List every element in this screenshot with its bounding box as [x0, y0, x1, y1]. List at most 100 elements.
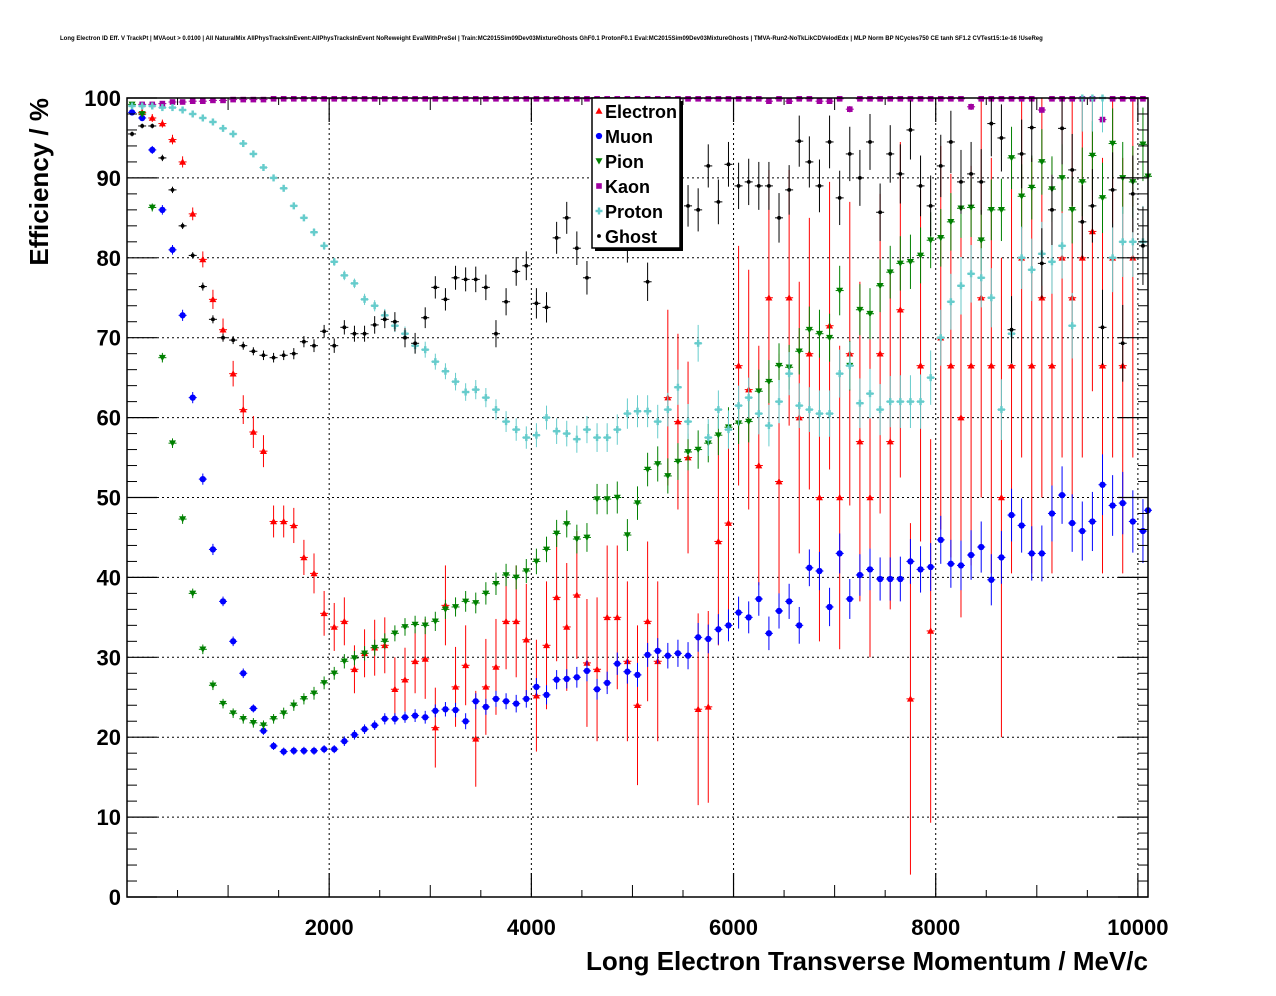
square-marker [1140, 95, 1146, 102]
triangle-up-marker [634, 701, 641, 709]
triangle-up-marker [886, 438, 894, 445]
triangle-up-marker [896, 306, 904, 313]
cross-marker [310, 228, 318, 236]
circle-marker [1018, 522, 1025, 529]
circle-marker [988, 576, 995, 583]
triangle-down-marker [583, 534, 591, 541]
triangle-up-marker [522, 636, 530, 643]
cross-marker [1048, 258, 1056, 266]
triangle-up-marker [219, 326, 227, 333]
triangle-up-marker [158, 120, 166, 127]
dot-marker [797, 139, 802, 144]
triangle-down-marker [472, 600, 480, 607]
triangle-up-marker [927, 627, 935, 634]
dot-marker [706, 163, 711, 168]
square-marker [321, 95, 327, 102]
cross-marker [219, 124, 227, 132]
cross-marker [148, 102, 156, 110]
triangle-up-marker [866, 494, 874, 501]
cross-marker [603, 434, 611, 442]
dot-marker [868, 140, 872, 144]
triangle-down-marker [452, 604, 460, 611]
cross-marker [595, 207, 603, 215]
circle-marker [775, 607, 783, 615]
circle-marker [1028, 550, 1035, 557]
triangle-down-marker [714, 432, 722, 439]
dot-marker [1100, 325, 1105, 330]
dot-marker [1120, 341, 1125, 346]
triangle-up-marker [239, 406, 247, 413]
circle-marker [341, 738, 348, 745]
circle-marker [128, 109, 136, 116]
cross-marker [674, 383, 682, 391]
cross-marker [421, 346, 429, 354]
circle-marker [452, 706, 459, 714]
triangle-down-marker [543, 546, 551, 553]
triangle-down-marker [876, 282, 884, 290]
cross-marker [553, 427, 561, 435]
dot-marker [736, 183, 741, 188]
dot-marker [898, 171, 903, 176]
triangle-down-marker [340, 658, 348, 665]
y-tick-label: 100 [84, 86, 121, 111]
square-marker [493, 95, 499, 102]
circle-marker [785, 598, 793, 605]
triangle-down-marker [239, 716, 247, 723]
triangle-up-marker [340, 617, 348, 625]
triangle-up-marker [947, 362, 955, 369]
triangle-up-marker [603, 613, 611, 621]
circle-marker [947, 560, 955, 567]
square-marker [280, 95, 287, 102]
circle-marker [866, 566, 874, 573]
x-tick-label: 8000 [911, 915, 960, 940]
triangle-up-marker [573, 591, 581, 598]
triangle-up-marker [168, 136, 176, 143]
dot-marker [433, 285, 438, 290]
series-muon [128, 109, 1152, 756]
triangle-down-marker [755, 388, 763, 395]
cross-marker [350, 279, 358, 287]
square-marker [826, 98, 833, 104]
dot-marker [483, 285, 488, 290]
triangle-up-marker [1048, 362, 1056, 369]
cross-marker [482, 394, 490, 402]
cross-marker [775, 398, 783, 406]
triangle-up-marker [775, 478, 783, 485]
triangle-down-marker [492, 580, 500, 588]
cross-marker [573, 435, 581, 443]
triangle-down-marker [573, 536, 581, 543]
cross-marker [765, 422, 773, 430]
cross-marker [977, 274, 985, 282]
triangle-down-marker [300, 696, 308, 703]
triangle-up-marker [755, 462, 763, 469]
square-marker [311, 95, 317, 102]
triangle-down-marker [270, 716, 278, 723]
square-marker [341, 95, 348, 102]
cross-marker [522, 434, 530, 442]
square-marker [1069, 95, 1075, 102]
y-tick-label: 70 [97, 326, 121, 351]
triangle-up-marker [320, 609, 328, 617]
square-marker [543, 95, 550, 102]
square-marker [968, 103, 974, 110]
axes: 2000 4000 6000 8000 10000 0 10 20 30 40 50 60 70 80 90… [84, 86, 1168, 940]
dot-marker [807, 159, 812, 164]
triangle-down-marker [826, 334, 834, 342]
series-ghost [128, 98, 1147, 382]
square-marker [596, 183, 602, 189]
circle-marker [695, 634, 702, 641]
cross-marker [199, 114, 207, 122]
triangle-up-marker [1028, 362, 1036, 369]
dot-marker [645, 279, 650, 284]
square-marker [695, 95, 701, 102]
dot-marker [463, 277, 468, 282]
square-marker [169, 99, 176, 105]
cross-marker [290, 202, 298, 210]
square-marker [1018, 95, 1025, 102]
circle-marker [1008, 511, 1015, 519]
cross-marker [209, 118, 217, 126]
square-marker [220, 97, 226, 104]
dot-marker [1070, 167, 1075, 172]
circle-marker [149, 146, 156, 154]
dot-marker [938, 163, 943, 168]
